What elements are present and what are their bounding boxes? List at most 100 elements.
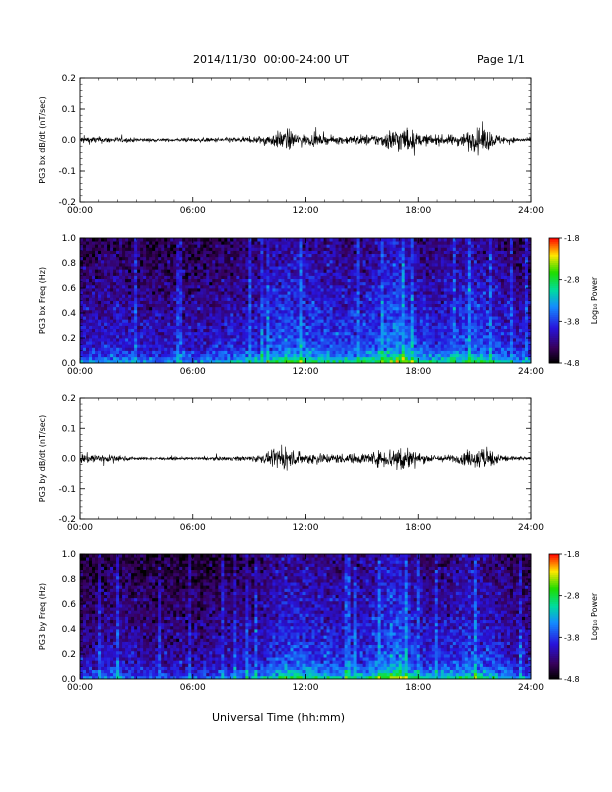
spectrogram-cell <box>227 319 231 323</box>
spectrogram-cell <box>320 322 324 326</box>
spectrogram-cell <box>392 331 397 336</box>
spectrogram-cell <box>197 319 201 323</box>
spectrogram-cell <box>335 278 339 283</box>
spectrogram-cell <box>149 256 153 261</box>
spectrogram-cell <box>236 316 240 320</box>
spectrogram-cell <box>344 350 348 355</box>
spectrogram-cell <box>269 353 273 358</box>
spectrogram-cell <box>239 284 243 289</box>
spectrogram-cell <box>269 256 273 261</box>
spectrogram-cell <box>227 316 231 320</box>
spectrogram-cell <box>440 331 445 336</box>
spectrogram-cell <box>302 238 306 242</box>
spectrogram-cell <box>419 328 424 333</box>
spectrogram-cell <box>323 241 327 245</box>
spectrogram-cell <box>254 341 258 345</box>
spectrogram-cell <box>329 272 333 276</box>
spectrogram-cell <box>122 244 126 248</box>
spectrogram-cell <box>143 359 147 364</box>
spectrogram-cell <box>422 294 427 298</box>
spectrogram-cell <box>218 253 222 258</box>
spectrogram-cell <box>194 253 198 258</box>
spectrogram-cell <box>413 331 418 336</box>
spectrogram-cell <box>428 244 433 248</box>
spectrogram-cell <box>191 253 195 258</box>
spectrogram-cell <box>101 253 105 258</box>
spectrogram-cell <box>389 288 394 292</box>
spectrogram-cell <box>200 288 204 292</box>
spectrogram-cell <box>236 309 240 314</box>
spectrogram-cell <box>290 266 294 270</box>
spectrogram-cell <box>206 294 210 298</box>
spectrogram-cell <box>158 272 162 276</box>
spectrogram-cell <box>317 269 321 273</box>
spectrogram-cell <box>368 344 373 348</box>
spectrogram-cell <box>422 275 427 280</box>
spectrogram-cell <box>443 294 448 298</box>
spectrogram-cell <box>362 347 367 351</box>
spectrogram-cell <box>143 263 147 267</box>
spectrogram-cell <box>326 269 330 273</box>
spectrogram-cell <box>170 300 174 305</box>
spectrogram-cell <box>173 247 177 251</box>
spectrogram-cell <box>257 275 261 280</box>
spectrogram-cell <box>125 309 129 314</box>
spectrogram-cell <box>359 272 364 276</box>
spectrogram-cell <box>176 309 180 314</box>
spectrogram-cell <box>134 341 138 345</box>
spectrogram-cell <box>368 328 373 333</box>
spectrogram-cell <box>254 353 258 358</box>
spectrogram-cell <box>395 238 400 242</box>
spectrogram-cell <box>233 331 237 336</box>
spectrogram-cell <box>86 306 90 311</box>
spectrogram-cell <box>164 353 168 358</box>
spectrogram-cell <box>269 278 273 283</box>
spectrogram-cell <box>152 269 156 273</box>
spectrogram-cell <box>119 334 123 339</box>
spectrogram-cell <box>308 328 312 333</box>
spectrogram-cell <box>329 316 333 320</box>
spectrogram-cell <box>122 238 126 242</box>
spectrogram-cell <box>107 331 111 336</box>
spectrogram-cell <box>317 256 321 261</box>
spectrogram-cell <box>425 313 430 317</box>
spectrogram-cell <box>263 238 267 242</box>
spectrogram-cell <box>245 291 249 295</box>
spectrogram-cell <box>308 309 312 314</box>
spectrogram-cell <box>302 350 306 355</box>
spectrogram-cell <box>197 353 201 358</box>
spectrogram-cell <box>302 281 306 286</box>
spectrogram-cell <box>245 241 249 245</box>
spectrogram-cell <box>299 359 303 364</box>
spectrogram-cell <box>416 278 421 283</box>
spectrogram-cell <box>158 241 162 245</box>
spectrogram-cell <box>323 238 327 242</box>
spectrogram-cell <box>206 253 210 258</box>
spectrogram-cell <box>383 334 388 339</box>
spectrogram-cell <box>281 247 285 251</box>
spectrogram-cell <box>299 288 303 292</box>
spectrogram-cell <box>206 350 210 355</box>
spectrogram-cell <box>158 353 162 358</box>
spectrogram-cell <box>134 238 138 242</box>
spectrogram-cell <box>440 269 445 273</box>
spectrogram-cell <box>194 294 198 298</box>
spectrogram-cell <box>170 325 174 330</box>
spectrogram-cell <box>377 309 382 314</box>
spectrogram-cell <box>179 244 183 248</box>
spectrogram-cell <box>296 322 300 326</box>
spectrogram-cell <box>362 334 367 339</box>
spectrogram-cell <box>116 253 120 258</box>
spectrogram-cell <box>308 300 312 305</box>
spectrogram-cell <box>314 291 318 295</box>
spectrogram-cell <box>422 313 427 317</box>
spectrogram-cell <box>224 291 228 295</box>
spectrogram-cell <box>398 278 403 283</box>
spectrogram-cell <box>113 263 117 267</box>
spectrogram-cell <box>209 325 213 330</box>
spectrogram-cell <box>122 275 126 280</box>
spectrogram-cell <box>401 325 406 330</box>
spectrogram-cell <box>254 269 258 273</box>
spectrogram-cell <box>236 334 240 339</box>
spectrogram-cell <box>296 344 300 348</box>
